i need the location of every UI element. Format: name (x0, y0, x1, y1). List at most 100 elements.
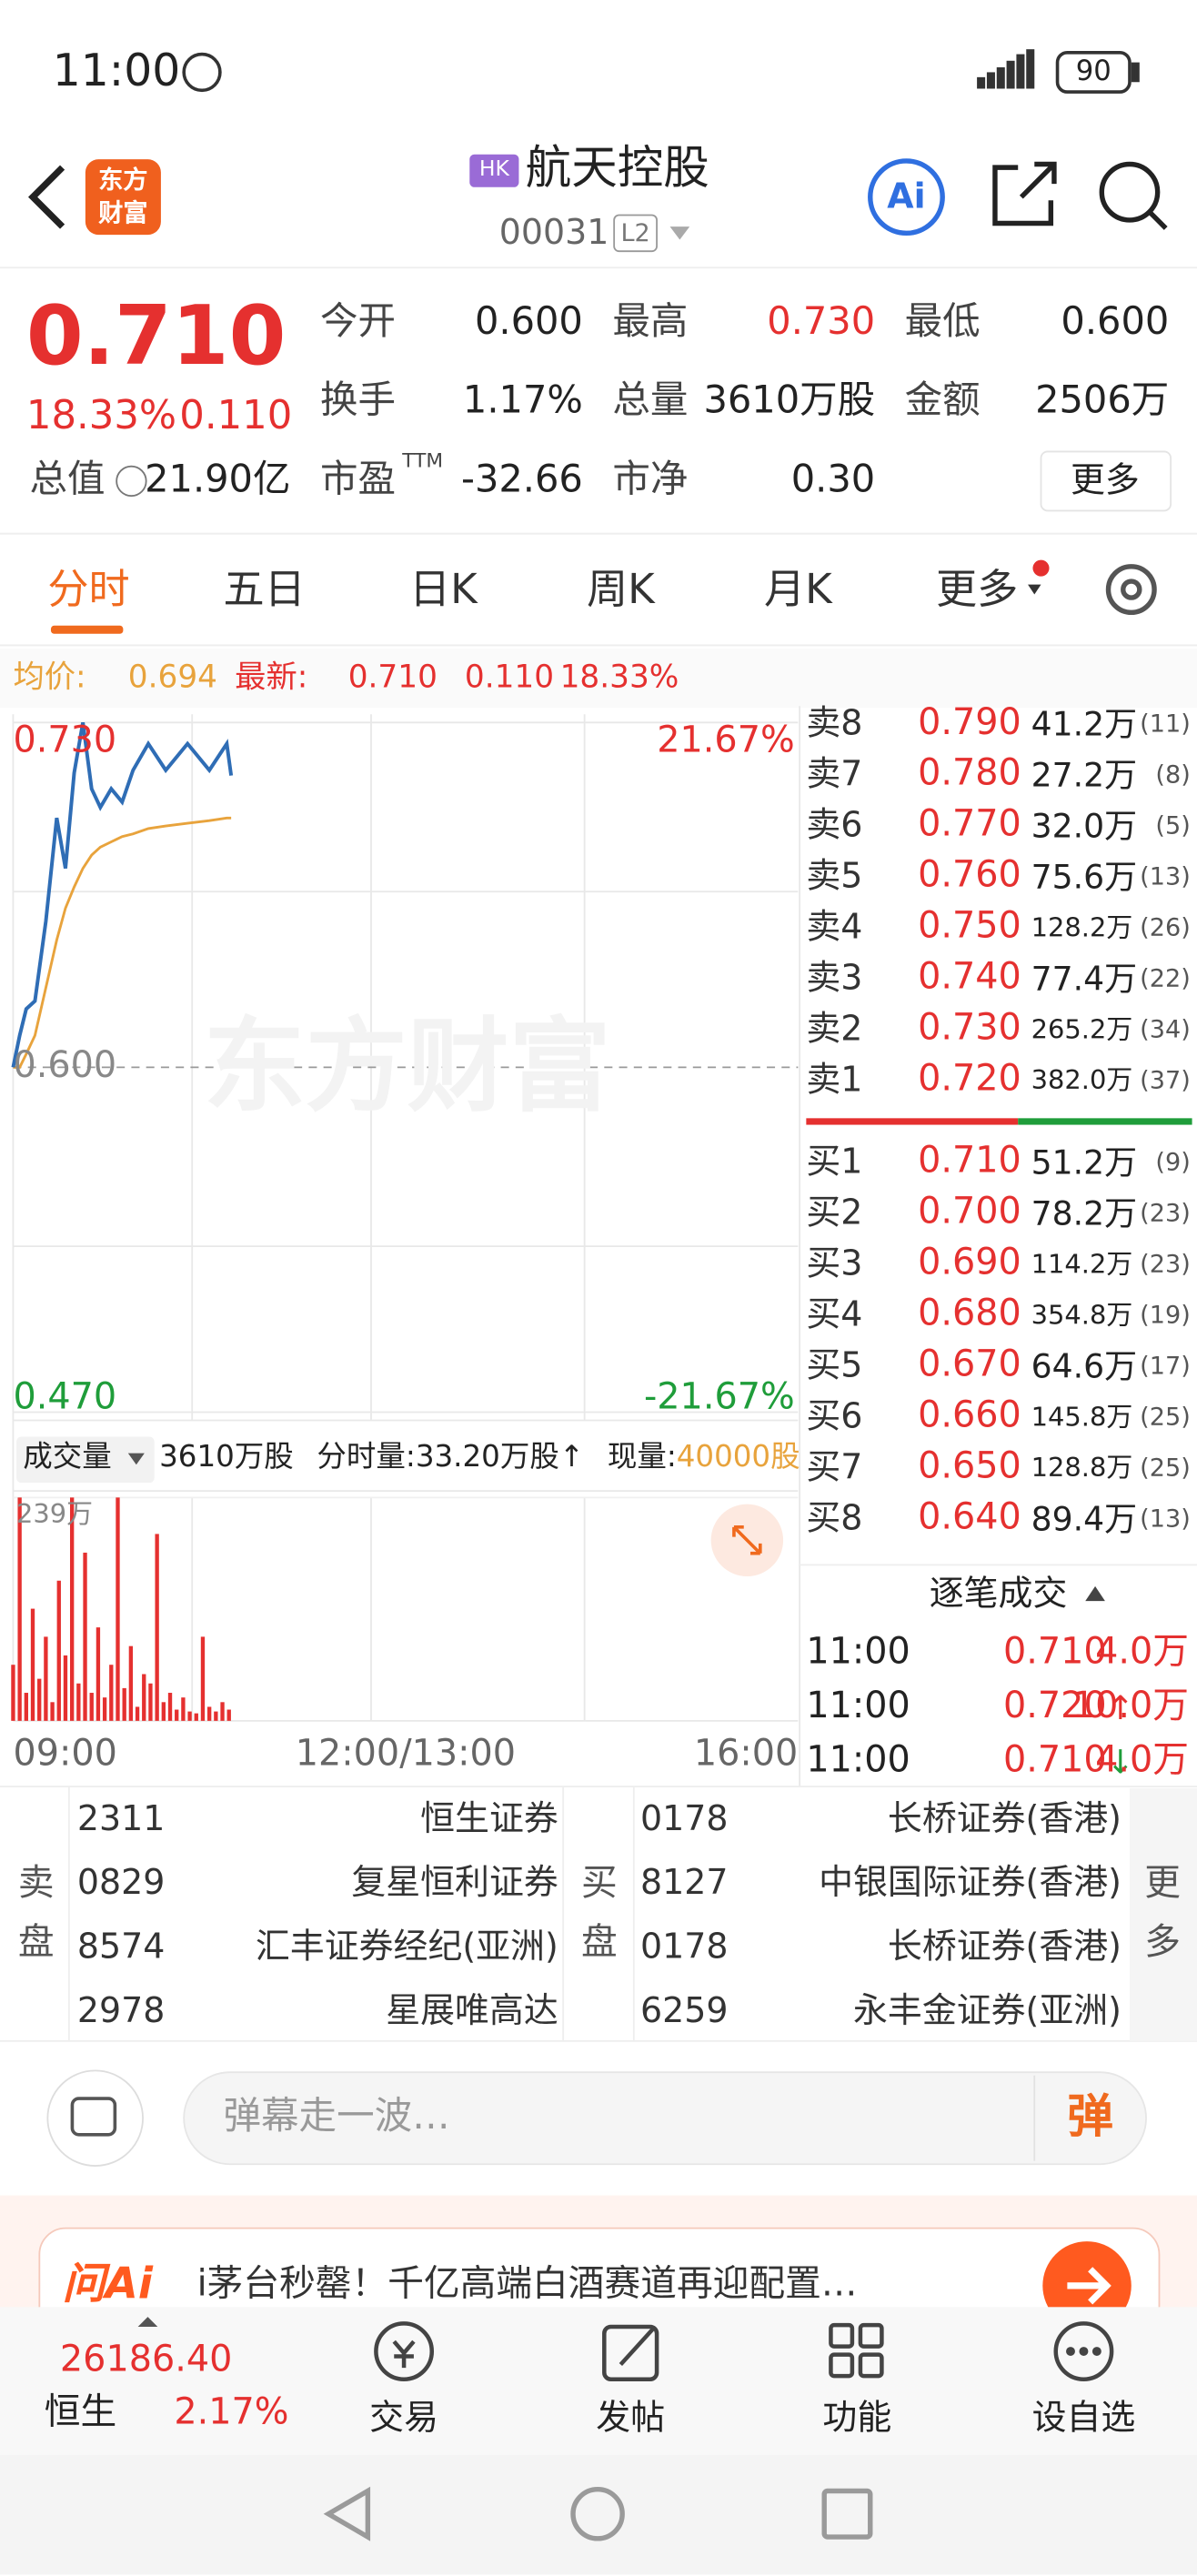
x-tick-label: 12:00/13:00 (295, 1734, 517, 1776)
stat-value: 2506万 (1035, 379, 1170, 423)
stat-value: 21.90亿 (145, 458, 291, 502)
info-change-pct: 18.33% (559, 659, 679, 696)
tab[interactable]: 五日 (223, 565, 306, 613)
book-label: 买1 (806, 1142, 863, 1182)
volume-bar (142, 1674, 146, 1721)
ai-button[interactable]: Ai (887, 176, 926, 216)
book-label: 卖8 (806, 703, 863, 743)
avg-line (13, 816, 232, 1069)
more-button[interactable] (1040, 450, 1172, 512)
stat-label: 总量 (612, 379, 689, 423)
more-button[interactable]: 更多 (1070, 460, 1140, 500)
trades-title[interactable]: 逐笔成交 (929, 1574, 1068, 1614)
change: 0.110 (179, 392, 293, 438)
logo-text: 东方 (98, 165, 148, 196)
nav-item[interactable]: 发帖 (596, 2398, 666, 2438)
book-price: 0.660 (918, 1395, 1021, 1437)
share-icon[interactable] (992, 161, 1057, 226)
search-icon[interactable] (1099, 161, 1168, 230)
badge-bg (469, 154, 519, 187)
volume-bar (69, 1497, 75, 1721)
book-price: 0.760 (918, 855, 1021, 897)
book-volume: 145.8万 (1031, 1401, 1133, 1433)
stock-name: 航天控股 (525, 140, 709, 196)
ad-text[interactable]: i茅台秒罄！千亿高端白酒赛道再迎配置… (196, 2264, 858, 2306)
volume-bar (89, 1693, 94, 1721)
time: 11:00 (52, 45, 181, 97)
book-volume: 265.2万 (1031, 1013, 1133, 1045)
trade-arrow: ↑ (1106, 1687, 1134, 1728)
index-name: 恒生 (44, 2392, 117, 2434)
tab[interactable]: 月K (763, 565, 832, 613)
book-price: 0.670 (918, 1344, 1021, 1386)
side-label[interactable]: 更多 (1144, 1863, 1181, 1965)
settings-icon[interactable] (1105, 564, 1157, 616)
stock-code: 00031 (498, 212, 609, 253)
stat-label: 今开 (320, 300, 397, 344)
comment-input[interactable] (183, 2071, 1147, 2166)
price-line (11, 721, 234, 1068)
nav-item[interactable]: 功能 (822, 2398, 892, 2438)
back-icon[interactable] (27, 165, 65, 229)
book-price: 0.640 (918, 1497, 1021, 1539)
book-label: 卖2 (806, 1009, 863, 1049)
nav-bg (0, 2307, 1197, 2455)
book-label: 买6 (806, 1396, 863, 1436)
dropdown-icon[interactable] (669, 226, 690, 240)
volume-bar (109, 1665, 114, 1721)
stat-label: 市净 (612, 458, 689, 502)
stat-label: 市盈 (320, 458, 397, 502)
volume-bar (44, 1636, 48, 1721)
book-label: 卖6 (806, 805, 863, 845)
tab[interactable]: 日K (409, 565, 478, 613)
trade-time: 11:00 (806, 1632, 910, 1674)
ai-icon[interactable] (868, 158, 945, 236)
volume-bar (155, 1534, 159, 1721)
info-bg (0, 649, 1197, 709)
comment-icon[interactable] (46, 2069, 144, 2167)
tab[interactable]: 分时 (47, 565, 130, 613)
bid-bar (1018, 1118, 1192, 1125)
tab[interactable]: 周K (586, 565, 655, 613)
comment-placeholder[interactable]: 弹幕走一波… (223, 2096, 450, 2139)
trade-volume: 4.0万 (1095, 1632, 1189, 1674)
tab[interactable]: 更多 (935, 565, 1019, 613)
book-volume: 41.2万 (1031, 704, 1138, 744)
book-price: 0.700 (918, 1192, 1021, 1233)
more-bg[interactable] (1129, 1787, 1197, 2041)
volume-bar (122, 1687, 126, 1721)
book-volume: 78.2万 (1031, 1193, 1138, 1233)
book-volume: 89.4万 (1031, 1499, 1138, 1539)
volume-bar (17, 1497, 22, 1721)
price: 0.710 (25, 287, 287, 384)
book-price: 0.710 (918, 1141, 1021, 1182)
trade-time: 11:00 (806, 1685, 910, 1727)
volume-bar (194, 1713, 198, 1721)
book-price: 0.790 (918, 702, 1021, 744)
stat-label: 总值 (29, 458, 106, 502)
pct-label: 21.67% (657, 720, 795, 762)
volume-selector[interactable]: 成交量 (23, 1440, 112, 1475)
trade-price: 0.710 (1003, 1740, 1107, 1782)
volume-bar (37, 1678, 42, 1721)
nav-item[interactable]: 交易 (369, 2398, 438, 2438)
volume-bar (220, 1702, 225, 1721)
broker-code: 2978 (76, 1990, 166, 2031)
book-label: 买7 (806, 1447, 863, 1487)
book-volume: 128.2万 (1031, 911, 1133, 943)
nav-item[interactable]: 设自选 (1031, 2398, 1136, 2438)
selector-bg[interactable] (16, 1436, 155, 1484)
system-buttons[interactable] (323, 2486, 873, 2541)
danmaku-button[interactable]: 弹 (1067, 2089, 1113, 2144)
book-volume: 64.6万 (1031, 1346, 1138, 1386)
volume-bar (63, 1655, 68, 1721)
battery: 90 (1075, 55, 1112, 88)
stat-value: 0.730 (767, 300, 876, 344)
level: L2 (620, 217, 650, 248)
broker-name: 复星恒利证券 (351, 1862, 558, 1903)
market-badge: HK (478, 157, 509, 183)
volume-bar (128, 1645, 134, 1721)
index-value[interactable]: 26186.40 (59, 2340, 233, 2381)
change-pct: 18.33% (25, 392, 177, 438)
